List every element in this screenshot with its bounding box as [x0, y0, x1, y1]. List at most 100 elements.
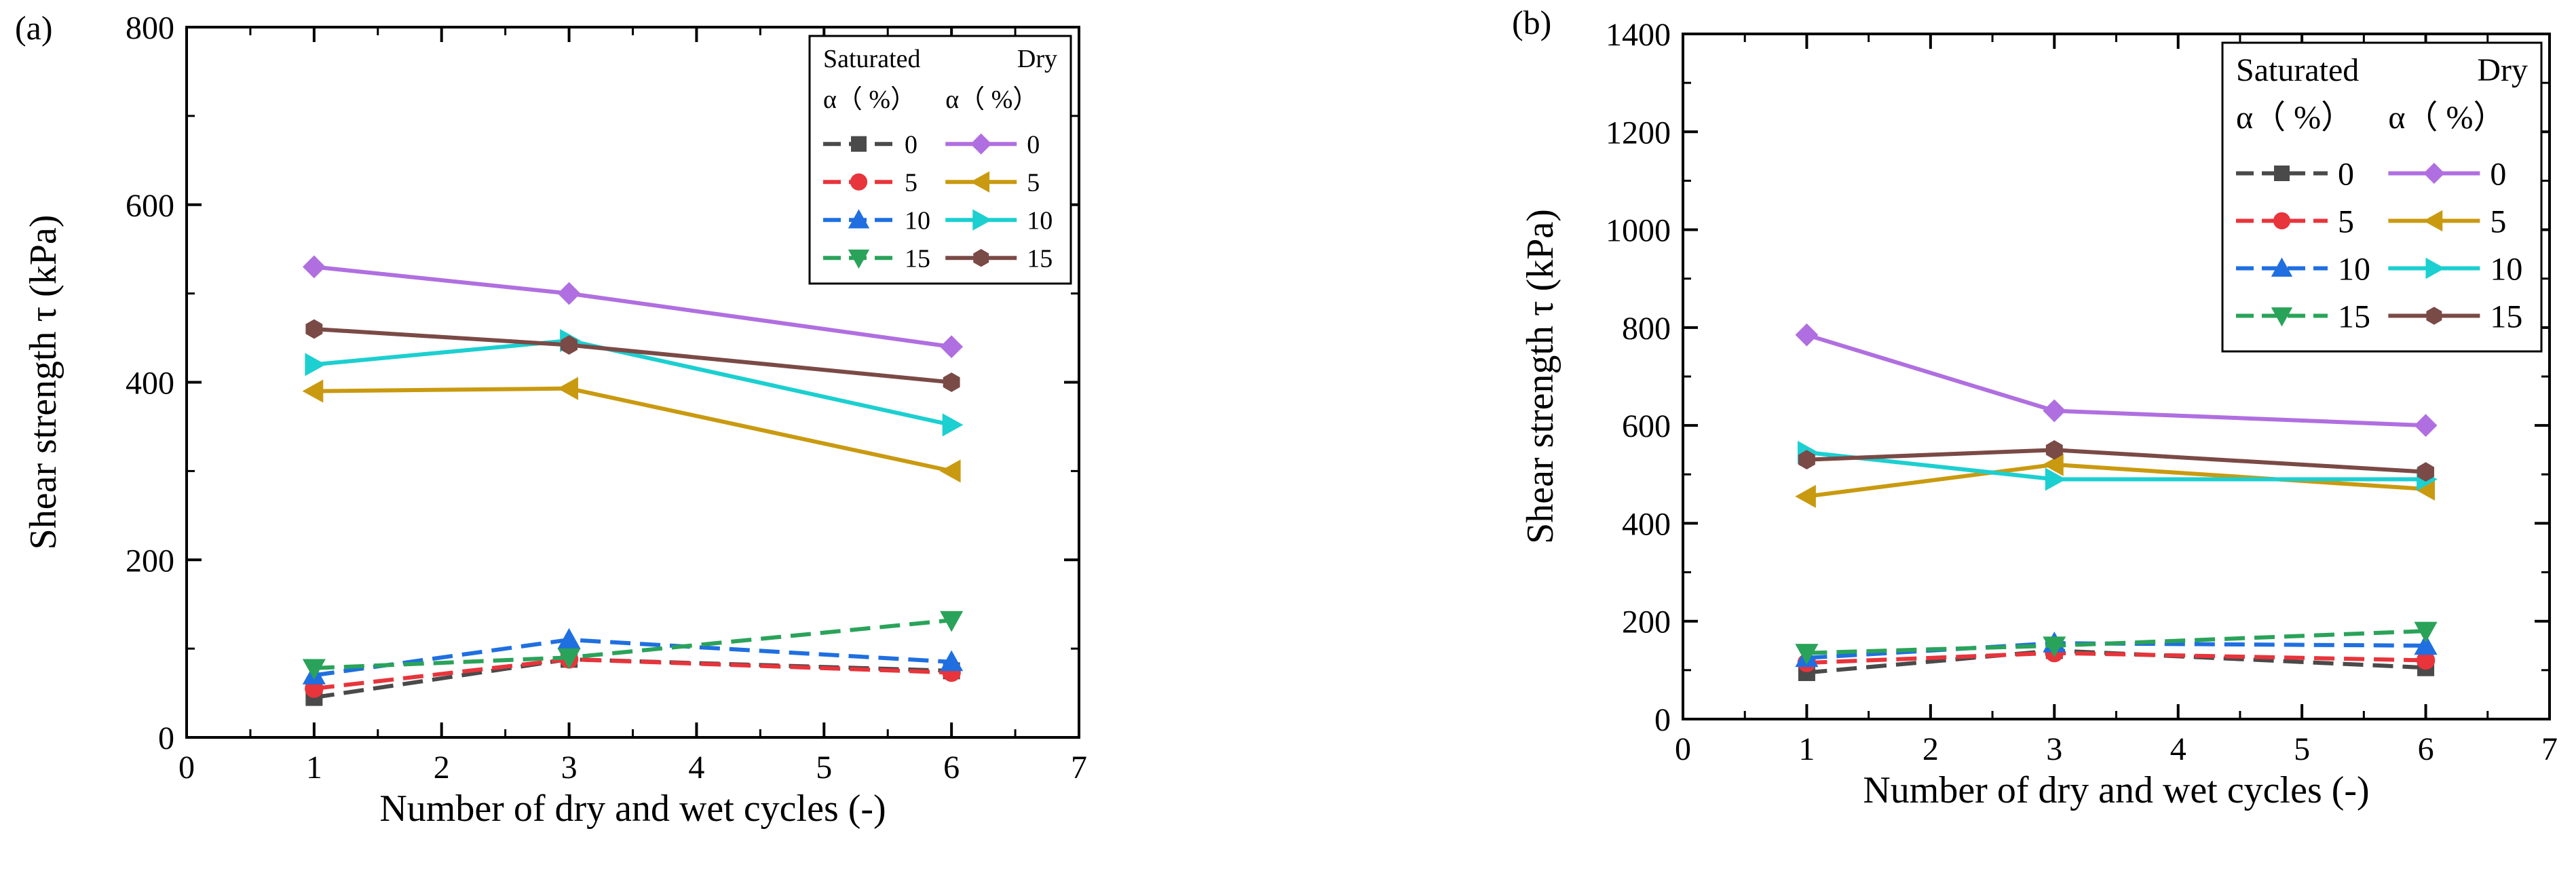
series-saturated-0 — [1798, 642, 2435, 681]
legend-label: 5 — [2338, 204, 2354, 239]
data-point — [1795, 323, 1819, 347]
legend-label: 10 — [2338, 251, 2370, 287]
data-point — [1795, 484, 1816, 508]
legend-label: 10 — [905, 207, 930, 235]
chart-panel-1: (b)0 1 2 3 4 5 6 70200400600800100012001400Numb… — [1512, 3, 2558, 811]
x-tick-label: 1 — [306, 750, 322, 786]
legend-box — [2221, 41, 2543, 353]
legend-label: 0 — [2490, 156, 2506, 192]
legend-label: 15 — [2490, 298, 2522, 334]
y-axis-title: Shear strength τ (kPa) — [22, 215, 64, 550]
x-tick-label: 6 — [2418, 731, 2434, 767]
legend-entry-dry-10: 10 — [2388, 251, 2522, 287]
legend-alpha-dry: α（ %） — [2388, 100, 2505, 136]
legend-label: 5 — [905, 169, 917, 197]
legend-marker — [2271, 307, 2293, 327]
x-tick-label: 6 — [943, 750, 960, 786]
x-tick-label: 7 — [2541, 731, 2558, 767]
data-point — [557, 282, 581, 305]
legend-marker — [851, 136, 867, 152]
data-point — [2414, 621, 2438, 643]
y-tick-label: 400 — [126, 366, 174, 402]
data-point — [942, 413, 964, 437]
x-tick-label: 4 — [688, 750, 704, 786]
data-point — [2414, 634, 2438, 655]
data-point — [2043, 399, 2066, 423]
legend-marker — [970, 171, 990, 193]
data-point — [302, 379, 324, 403]
legend-entry-dry-10: 10 — [945, 207, 1053, 235]
y-axis-title: Shear strength τ (kPa) — [1519, 209, 1561, 544]
x-tick-label: 5 — [2294, 731, 2310, 767]
series-line — [1806, 629, 2426, 655]
data-point — [2417, 462, 2435, 482]
data-point — [302, 659, 326, 680]
legend-entry-dry-0: 0 — [945, 131, 1040, 159]
y-tick-label: 200 — [126, 543, 174, 579]
legend-entry-dry-0: 0 — [2388, 156, 2506, 192]
series-saturated-5 — [1797, 643, 2436, 672]
series-saturated-15 — [302, 611, 964, 680]
x-tick-label: 7 — [1071, 750, 1087, 786]
x-axis-title: Number of dry and wet cycles (-) — [1863, 769, 2369, 811]
legend-entry-saturated-0: 0 — [823, 131, 917, 159]
legend-entry-dry-5: 5 — [945, 169, 1040, 197]
x-tick-label: 2 — [434, 750, 450, 786]
legend-marker — [972, 209, 992, 231]
series-saturated-10 — [1795, 631, 2438, 668]
data-point — [1798, 450, 1815, 470]
legend-entry-saturated-0: 0 — [2236, 156, 2354, 192]
chart-panel-0: (a) 0 1 2 3 4 5 6 7 0 200 400 600 800 Number of dry an… — [15, 9, 1087, 830]
data-point — [305, 353, 326, 376]
legend-alpha-dry: α（ %） — [945, 85, 1038, 114]
legend-entry-saturated-15: 15 — [2236, 298, 2370, 334]
x-tick-label: 0 — [1675, 731, 1691, 767]
legend-marker — [848, 249, 870, 269]
legend-box — [808, 35, 1072, 285]
y-tick-label: 800 — [1622, 311, 1671, 347]
x-tick-label: 4 — [2170, 731, 2186, 767]
legend-label: 0 — [2338, 156, 2354, 192]
legend-marker — [2425, 257, 2445, 279]
legend-header-dry: Dry — [2477, 52, 2528, 88]
legend-label: 15 — [905, 245, 930, 273]
legend-entry-dry-5: 5 — [2388, 204, 2506, 239]
y-tick-label: 1200 — [1606, 115, 1671, 151]
x-tick-label: 2 — [1922, 731, 1939, 767]
legend-marker — [970, 133, 992, 155]
data-point — [2045, 440, 2063, 460]
series-dry-0 — [302, 255, 964, 359]
legend-entry-dry-15: 15 — [945, 245, 1053, 273]
legend: Saturated Dry α（ %） α（ %） 0 5 10 15 0 5 10 15 — [2221, 41, 2543, 353]
data-point — [943, 372, 960, 392]
y-tick-label: 600 — [1622, 408, 1671, 444]
legend-marker — [2274, 166, 2290, 181]
legend-entry-saturated-15: 15 — [823, 245, 930, 273]
panel-label: (a) — [15, 9, 53, 47]
x-tick-label: 5 — [816, 750, 832, 786]
data-point — [940, 335, 964, 359]
data-point — [939, 459, 961, 483]
data-point — [557, 376, 579, 400]
x-tick-label: 3 — [2046, 731, 2062, 767]
data-point — [2414, 414, 2438, 438]
y-tick-label: 0 — [158, 720, 174, 756]
legend-label: 0 — [905, 131, 917, 159]
series-dry-5 — [302, 376, 961, 483]
data-point — [1795, 644, 1819, 665]
series-line — [314, 386, 952, 474]
y-tick-label: 200 — [1622, 604, 1671, 640]
data-point — [302, 255, 326, 279]
series-saturated-10 — [302, 627, 964, 684]
legend-marker — [2423, 162, 2445, 185]
data-point — [940, 611, 964, 632]
legend-header-saturated: Saturated — [823, 45, 921, 73]
legend-entry-dry-15: 15 — [2388, 298, 2522, 334]
legend: Saturated Dry α（ %） α（ %） 0 5 10 15 0 5 10 15 — [808, 35, 1072, 285]
series-line — [1806, 651, 2426, 665]
legend-entry-saturated-10: 10 — [2236, 251, 2370, 287]
data-point — [557, 648, 581, 670]
panel-label: (b) — [1512, 3, 1551, 41]
